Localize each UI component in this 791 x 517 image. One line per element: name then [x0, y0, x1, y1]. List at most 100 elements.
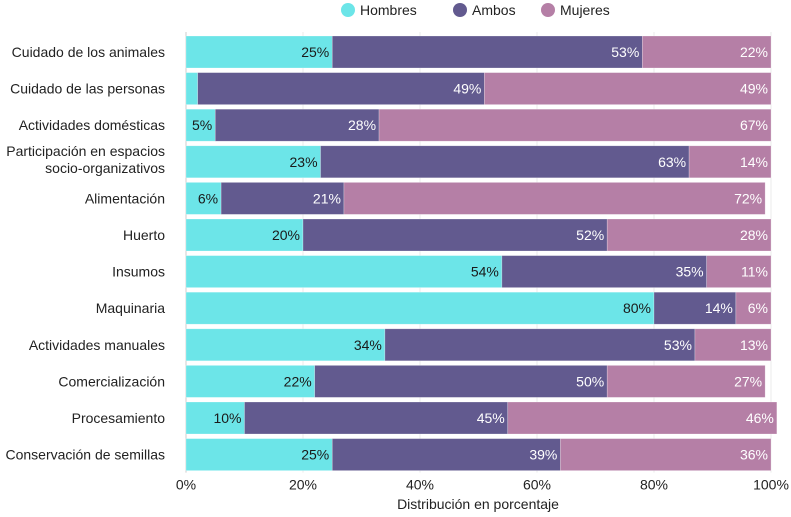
- bar-segment-hombres: [185, 218, 304, 252]
- gridlines: [185, 32, 772, 473]
- bar-segment-mujeres: [688, 145, 772, 179]
- value-label: 54%: [471, 264, 499, 280]
- value-label: 39%: [529, 447, 557, 463]
- value-label: 27%: [734, 373, 762, 389]
- bar-segment-mujeres: [343, 182, 766, 215]
- value-label: 53%: [664, 337, 692, 353]
- value-label: 35%: [676, 264, 704, 280]
- value-label: 11%: [741, 264, 768, 280]
- category-label: Participación en espacios socio-organizat…: [6, 143, 165, 176]
- bar-segment-mujeres: [606, 218, 772, 252]
- value-label: 13%: [740, 337, 768, 353]
- value-label: 5%: [192, 117, 212, 133]
- category-labels: Cuidado de los animales Cuidado de las pe…: [5, 44, 165, 463]
- x-tick-label: 80%: [640, 477, 668, 493]
- category-label: Procesamiento: [72, 410, 166, 426]
- value-label: 22%: [284, 373, 312, 389]
- value-label: 67%: [740, 117, 768, 133]
- bar-segment-mujeres: [735, 291, 772, 325]
- value-label: 72%: [734, 190, 762, 206]
- value-label: 6%: [198, 190, 218, 206]
- bar-segment-hombres: [185, 291, 655, 325]
- value-label: 22%: [740, 44, 768, 60]
- bar-segment-mujeres: [706, 255, 772, 288]
- legend-item-ambos[interactable]: Ambos: [453, 2, 516, 18]
- value-label: 36%: [740, 447, 768, 463]
- bar-segment-hombres: [185, 182, 222, 215]
- legend-item-hombres[interactable]: Hombres: [341, 2, 417, 18]
- value-label: 23%: [290, 154, 318, 170]
- bar-segment-hombres: [185, 145, 321, 179]
- value-label: 63%: [658, 154, 686, 170]
- bar-segment-ambos: [653, 291, 737, 325]
- x-axis-ticks: 0% 20% 40% 60% 80% 100%: [176, 477, 789, 493]
- bar-segment-ambos: [302, 218, 608, 252]
- category-label: Comercialización: [58, 373, 165, 389]
- category-label: Cuidado de los animales: [12, 44, 165, 60]
- value-label: 49%: [453, 81, 481, 97]
- legend-label: Mujeres: [560, 2, 610, 18]
- value-label: 80%: [623, 300, 651, 316]
- legend-item-mujeres[interactable]: Mujeres: [541, 2, 610, 18]
- bar-segment-ambos: [331, 35, 643, 69]
- bar-segment-mujeres: [560, 438, 772, 471]
- bar-segment-ambos: [320, 145, 690, 179]
- value-label: 45%: [477, 410, 505, 426]
- value-label: 34%: [354, 337, 382, 353]
- x-axis-title: Distribución en porcentaje: [397, 496, 559, 512]
- value-label: 6%: [748, 300, 768, 316]
- bar-segment-ambos: [214, 108, 380, 142]
- value-label: 14%: [705, 300, 733, 316]
- category-label: Huerto: [123, 227, 165, 243]
- bar-segment-mujeres: [606, 365, 766, 398]
- x-tick-label: 100%: [753, 477, 789, 493]
- x-tick-label: 60%: [523, 477, 551, 493]
- x-tick-label: 40%: [406, 477, 434, 493]
- bar-segment-ambos: [197, 72, 485, 105]
- value-label: 28%: [740, 227, 768, 243]
- bar-segment-ambos: [314, 365, 608, 398]
- legend-swatch: [541, 3, 555, 17]
- legend-swatch: [453, 3, 467, 17]
- category-label: Cuidado de las personas: [10, 81, 165, 97]
- x-tick-label: 0%: [176, 477, 196, 493]
- category-label: Actividades domésticas: [19, 117, 165, 133]
- bar-segment-hombres: [185, 365, 315, 398]
- category-label: Maquinaria: [96, 300, 165, 316]
- legend-swatch: [341, 3, 355, 17]
- value-label: 25%: [301, 447, 329, 463]
- value-label: 52%: [576, 227, 604, 243]
- bar-segment-ambos: [384, 328, 696, 362]
- bar-segment-ambos: [244, 401, 509, 435]
- value-labels: 25% 53% 22% 49% 49% 5% 28% 67% 23% 63% 14% 6% 21% 72%…: [192, 44, 774, 463]
- category-label: Conservación de semillas: [5, 447, 165, 463]
- bars: [185, 35, 778, 471]
- bar-segment-mujeres: [694, 328, 772, 362]
- bar-segment-ambos: [220, 182, 345, 215]
- value-label: 14%: [740, 154, 768, 170]
- bar-segment-mujeres: [641, 35, 772, 69]
- bar-segment-hombres: [185, 35, 333, 69]
- category-label: Alimentación: [85, 190, 165, 206]
- value-label: 53%: [611, 44, 639, 60]
- bar-segment-ambos: [331, 438, 561, 471]
- value-label: 46%: [746, 410, 774, 426]
- legend-label: Hombres: [360, 2, 417, 18]
- value-label: 28%: [348, 117, 376, 133]
- value-label: 50%: [576, 373, 604, 389]
- bar-segment-ambos: [501, 255, 707, 288]
- legend: Hombres Ambos Mujeres: [341, 2, 610, 18]
- bar-segment-mujeres: [484, 72, 772, 105]
- bar-segment-mujeres: [378, 108, 772, 142]
- legend-label: Ambos: [472, 2, 516, 18]
- category-label: Insumos: [112, 264, 165, 280]
- value-label: 25%: [301, 44, 329, 60]
- value-label: 49%: [740, 81, 768, 97]
- x-tick-label: 20%: [289, 477, 317, 493]
- value-label: 10%: [213, 410, 241, 426]
- category-label: Actividades manuales: [29, 337, 165, 353]
- bar-segment-hombres: [185, 255, 503, 288]
- value-label: 20%: [272, 227, 300, 243]
- bar-segment-mujeres: [507, 401, 778, 435]
